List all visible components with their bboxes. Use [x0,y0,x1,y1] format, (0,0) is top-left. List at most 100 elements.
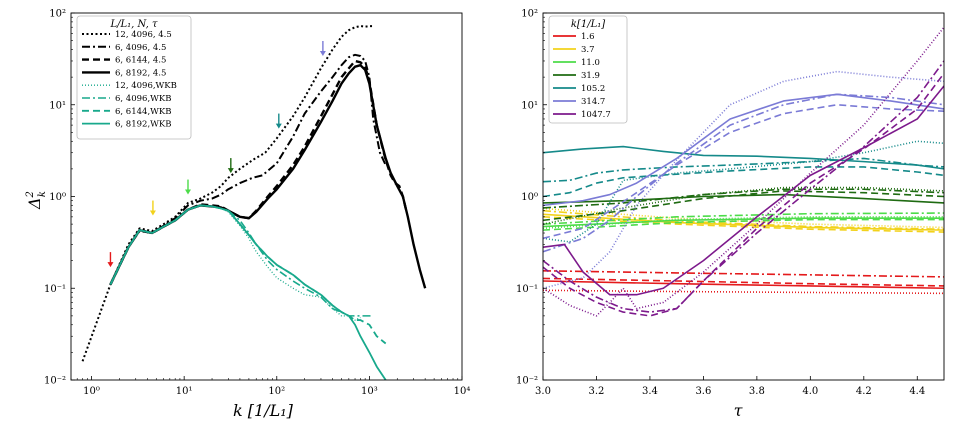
left-legend-item: 6, 6144, 4.5 [82,56,166,66]
left-series-6-4096-4-5 [109,53,387,285]
left-legend-item: 6, 4096,WKB [82,94,171,104]
right-series-1-6-dashdot [543,269,944,278]
right-legend-label: 1.6 [581,32,595,42]
right-legend-items: 1.6 3.7 11.0 31.9 105.2 314.7 1047.7 [553,32,611,120]
left-y-label-sup: 2 [25,191,36,198]
right-series-1-6-dotted [543,289,944,295]
right-series-314-7-solid [543,93,944,207]
right-y-tick-label: 10⁻¹ [516,284,538,295]
right-x-axis-label: τ [734,401,744,420]
right-legend-item: 31.9 [553,71,600,81]
right-series-31-9-dashdot [543,188,944,209]
right-series-11-0-solid [543,217,944,228]
right-legend-label: 1047.7 [581,110,611,120]
left-legend-title: L/L₁, N, τ [109,19,157,30]
svg-text:Δ2k: Δ2k [25,191,48,210]
right-legend-label: 11.0 [581,58,600,68]
right-legend: k[1/L₁] 1.6 3.7 11.0 31.9 105.2 314.7 1047.7 [548,15,628,124]
right-legend-label: 3.7 [581,45,595,55]
left-legend-label: 6, 8192,WKB [115,120,171,130]
left-y-tick-label: 10⁰ [49,192,66,203]
right-legend-item: 105.2 [553,84,605,94]
left-x-tick-label: 10⁴ [454,386,471,397]
right-y-tick-label: 10² [521,9,538,20]
right-x-tick-label: 3.8 [749,386,765,397]
annotation-arrow [149,200,156,216]
left-legend: L/L₁, N, τ 12, 4096, 4.5 6, 4096, 4.5 6, 6… [76,15,192,140]
right-series-314-7-dashed [543,103,944,240]
right-legend-box [548,15,628,124]
left-y-tick-label: 10⁻¹ [44,284,66,295]
right-series-11-0-dashed [543,218,944,231]
annotation-arrow [227,158,234,174]
left-series-6-4096-wkb [109,204,374,317]
right-series-1047-7-dotted [543,26,944,317]
right-series-group [543,26,944,317]
left-legend-label: 6, 6144,WKB [115,107,171,117]
right-chart: 3.0 3.2 3.4 3.6 3.8 4.0 4.2 4.4 10⁻² 10⁻¹ 10⁰ 10¹ 10… [516,9,945,420]
left-x-tick-label: 10¹ [176,386,193,397]
right-legend-item: 11.0 [553,58,600,68]
right-legend-label: 105.2 [581,84,605,94]
left-series-6-6144-wkb [109,204,387,345]
right-series-1047-7-dashed [543,72,944,317]
left-series-12-4096-4-5 [81,25,374,362]
left-series-6-8192-wkb [109,204,387,380]
right-y-tick-label: 10⁻² [516,376,538,387]
right-series-1047-7-solid [543,85,944,296]
left-y-tick-label: 10² [49,9,66,20]
right-series-105-2-dashdot [543,157,944,183]
left-y-tick-label: 10⁻² [44,376,66,387]
left-y-label-main: Δ [25,197,44,210]
right-legend-item: 314.7 [553,97,605,107]
annotation-arrow [319,40,326,56]
right-x-tick-label: 4.2 [856,386,872,397]
left-legend-item: 6, 8192,WKB [82,120,171,130]
right-legend-title: k[1/L₁] [571,19,605,30]
right-y-tick-label: 10¹ [521,100,538,111]
left-x-axis-label: k [1/L₁] [233,401,294,420]
right-x-tick-label: 4.0 [802,386,818,397]
right-x-tick-label: 3.0 [535,386,551,397]
annotation-arrow [107,252,114,268]
right-series-105-2-solid [543,145,944,170]
left-chart: 10⁰ 10¹ 10² 10³ 10⁴ 10⁻² 10⁻¹ 10⁰ 10¹ 10² k [1/L₁… [25,9,470,421]
left-legend-label: 12, 4096, 4.5 [115,30,172,40]
left-y-tick-label: 10¹ [49,100,66,111]
right-legend-item: 3.7 [553,45,595,55]
right-series-314-7-dashdot [543,93,944,253]
right-series-11-0-dashdot [543,212,944,225]
right-legend-label: 314.7 [581,97,605,107]
right-x-tick-label: 3.6 [695,386,711,397]
right-series-3-7-dashdot [543,209,944,231]
right-series-105-2-dashed [543,166,944,198]
left-legend-item: 12, 4096, 4.5 [82,30,172,40]
right-legend-item: 1.6 [553,32,595,42]
left-y-label-sub: k [37,191,48,197]
left-legend-label: 6, 4096,WKB [115,94,171,104]
left-legend-item: 12, 4096,WKB [82,81,177,91]
left-legend-label: 6, 8192, 4.5 [115,68,166,78]
left-series-12-4096-wkb [109,204,361,321]
left-legend-item: 6, 4096, 4.5 [82,43,166,53]
left-x-tick-label: 10² [268,386,285,397]
left-legend-label: 12, 4096,WKB [115,81,177,91]
left-y-axis-label: Δ2k [25,191,48,210]
right-series-1-6-dashed [543,277,944,287]
right-x-tick-label: 4.4 [909,386,925,397]
left-legend-item: 6, 8192, 4.5 [82,68,166,78]
left-x-tick-label: 10³ [361,386,378,397]
right-x-tick-label: 3.4 [642,386,658,397]
right-legend-item: 1047.7 [553,110,611,120]
annotation-arrow [184,179,191,195]
left-legend-items: 12, 4096, 4.5 6, 4096, 4.5 6, 6144, 4.5 6, … [82,30,177,130]
right-x-tick-label: 3.2 [589,386,605,397]
right-series-31-9-solid [543,193,944,204]
left-series-group [81,25,427,380]
left-legend-label: 6, 6144, 4.5 [115,56,166,66]
left-legend-item: 6, 6144,WKB [82,107,171,117]
annotation-arrow [275,113,282,129]
left-x-tick-label: 10⁰ [83,386,100,397]
left-legend-label: 6, 4096, 4.5 [115,43,166,53]
